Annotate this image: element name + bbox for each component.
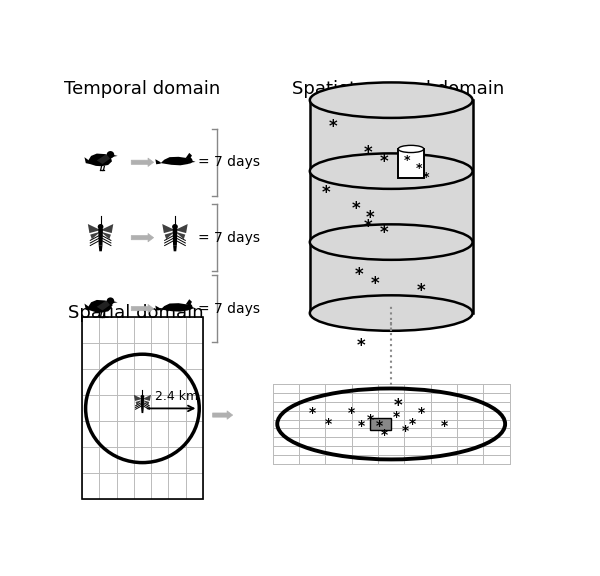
Polygon shape — [141, 409, 143, 413]
Polygon shape — [175, 232, 185, 239]
Circle shape — [107, 297, 114, 305]
Polygon shape — [185, 153, 192, 159]
Text: *: * — [308, 406, 316, 420]
Text: *: * — [404, 154, 411, 166]
Circle shape — [186, 304, 193, 310]
Polygon shape — [164, 232, 175, 239]
Polygon shape — [162, 224, 175, 233]
Polygon shape — [134, 395, 142, 401]
Text: *: * — [364, 218, 372, 236]
Text: *: * — [418, 406, 425, 420]
Polygon shape — [185, 300, 192, 305]
Circle shape — [107, 151, 114, 158]
Polygon shape — [161, 157, 190, 165]
Ellipse shape — [398, 145, 424, 153]
Polygon shape — [191, 306, 196, 309]
Text: Temporal domain: Temporal domain — [64, 80, 221, 98]
Bar — [272, 384, 510, 464]
Text: Spatial domain: Spatial domain — [68, 304, 203, 322]
Text: *: * — [409, 417, 416, 431]
Polygon shape — [310, 100, 473, 313]
Polygon shape — [97, 154, 110, 164]
Polygon shape — [85, 157, 90, 164]
Polygon shape — [161, 303, 190, 312]
Text: *: * — [380, 224, 389, 242]
Bar — [82, 317, 203, 499]
Polygon shape — [155, 159, 161, 164]
Bar — [398, 149, 424, 178]
Text: *: * — [364, 145, 372, 162]
Circle shape — [98, 224, 103, 229]
Polygon shape — [85, 304, 90, 310]
Text: Spatiotemporal domain: Spatiotemporal domain — [292, 80, 504, 98]
Text: *: * — [416, 162, 422, 176]
Text: *: * — [417, 282, 426, 300]
Polygon shape — [155, 305, 161, 310]
Text: = 7 days: = 7 days — [198, 156, 260, 169]
Text: *: * — [355, 266, 363, 285]
Ellipse shape — [310, 153, 473, 189]
Circle shape — [186, 157, 193, 164]
Polygon shape — [173, 245, 177, 251]
Text: = 7 days: = 7 days — [198, 302, 260, 316]
Polygon shape — [88, 300, 112, 313]
Text: *: * — [358, 419, 365, 433]
Text: *: * — [401, 423, 409, 438]
Polygon shape — [88, 154, 112, 166]
Polygon shape — [142, 395, 151, 401]
Text: *: * — [423, 171, 430, 184]
Text: *: * — [366, 209, 374, 227]
Text: *: * — [348, 406, 355, 420]
Ellipse shape — [310, 82, 473, 118]
Polygon shape — [101, 224, 113, 233]
Polygon shape — [88, 224, 101, 233]
Circle shape — [172, 224, 178, 229]
Text: *: * — [322, 184, 331, 202]
Polygon shape — [113, 301, 118, 303]
Polygon shape — [191, 160, 196, 162]
Polygon shape — [90, 232, 101, 239]
Text: *: * — [367, 412, 374, 426]
Polygon shape — [113, 155, 118, 157]
Text: *: * — [380, 153, 389, 171]
Text: *: * — [325, 417, 332, 431]
Bar — [370, 418, 391, 430]
Text: = 7 days: = 7 days — [198, 230, 260, 245]
Text: *: * — [356, 338, 365, 355]
Polygon shape — [141, 398, 144, 409]
Polygon shape — [142, 400, 149, 405]
Polygon shape — [98, 245, 103, 251]
Polygon shape — [175, 224, 188, 233]
Circle shape — [140, 395, 145, 399]
Polygon shape — [97, 301, 110, 310]
Text: *: * — [352, 200, 361, 218]
Text: *: * — [376, 419, 383, 433]
Polygon shape — [98, 229, 103, 245]
Text: *: * — [371, 275, 379, 293]
Text: *: * — [392, 410, 400, 425]
Text: 2.4 km: 2.4 km — [155, 390, 198, 403]
Polygon shape — [173, 229, 178, 245]
Ellipse shape — [310, 295, 473, 331]
Text: *: * — [441, 419, 448, 433]
Text: *: * — [394, 397, 403, 415]
Polygon shape — [136, 400, 142, 405]
Text: *: * — [380, 428, 388, 442]
Polygon shape — [101, 232, 111, 239]
Ellipse shape — [310, 224, 473, 260]
Text: *: * — [329, 118, 337, 136]
